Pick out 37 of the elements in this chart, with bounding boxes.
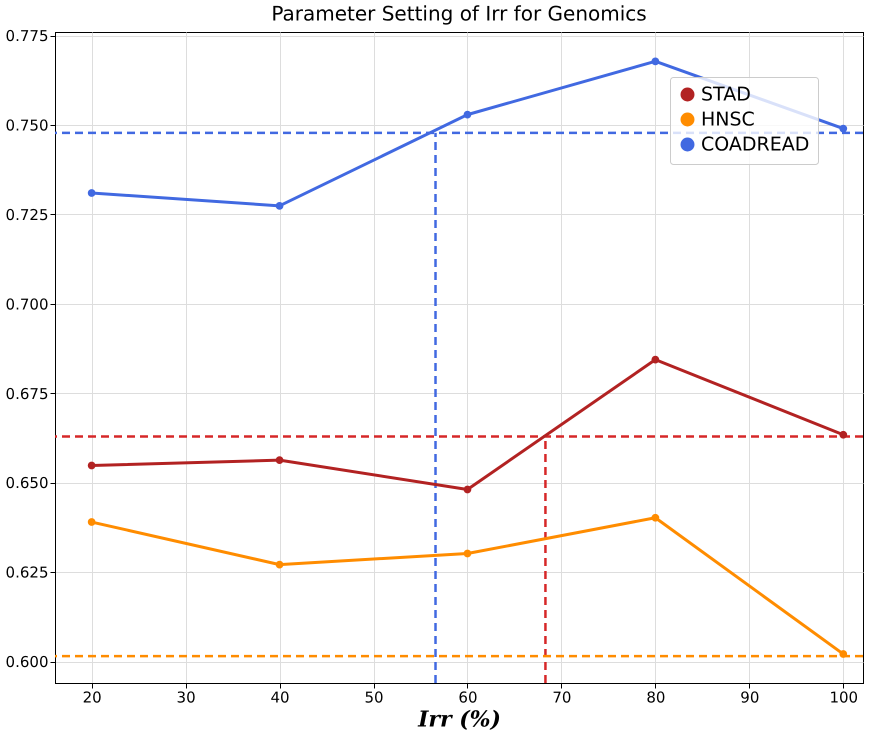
point bbox=[839, 430, 848, 439]
x-tick-label: 70 bbox=[552, 688, 572, 706]
point bbox=[88, 462, 96, 470]
x-tick-label: 40 bbox=[270, 688, 290, 706]
y-tick-label: 0.700 bbox=[6, 295, 48, 314]
x-tick-label: 30 bbox=[176, 688, 196, 706]
point bbox=[276, 456, 284, 464]
y-tick-label: 0.775 bbox=[6, 27, 48, 46]
x-axis-title: Irr (%) bbox=[417, 706, 501, 732]
point bbox=[839, 650, 848, 658]
x-tick-label: 20 bbox=[82, 688, 102, 706]
x-tick-label: 100 bbox=[829, 688, 858, 706]
legend-label: HNSC bbox=[701, 108, 755, 130]
x-tick-label: 90 bbox=[740, 688, 760, 706]
x-tick-label: 50 bbox=[364, 688, 384, 706]
y-tick-label: 0.625 bbox=[6, 564, 48, 582]
point bbox=[88, 189, 96, 197]
x-tick-label: 60 bbox=[458, 688, 478, 706]
point bbox=[464, 110, 472, 118]
x-tick-label: 80 bbox=[646, 688, 666, 706]
point bbox=[276, 202, 284, 210]
chart-title: Parameter Setting of Irr for Genomics bbox=[271, 2, 647, 26]
point bbox=[651, 356, 660, 364]
y-tick-label: 0.725 bbox=[6, 206, 48, 224]
point bbox=[464, 486, 472, 494]
point bbox=[88, 518, 96, 526]
point bbox=[276, 560, 284, 568]
y-tick-label: 0.750 bbox=[6, 116, 48, 134]
legend-label: STAD bbox=[701, 84, 751, 106]
y-tick-label: 0.675 bbox=[6, 384, 48, 403]
y-tick-label: 0.600 bbox=[6, 653, 48, 672]
y-tick-label: 0.650 bbox=[6, 474, 48, 492]
legend-label: COADREAD bbox=[701, 134, 810, 156]
point bbox=[651, 57, 660, 66]
point bbox=[839, 124, 848, 132]
point bbox=[651, 514, 660, 522]
point bbox=[464, 550, 472, 558]
